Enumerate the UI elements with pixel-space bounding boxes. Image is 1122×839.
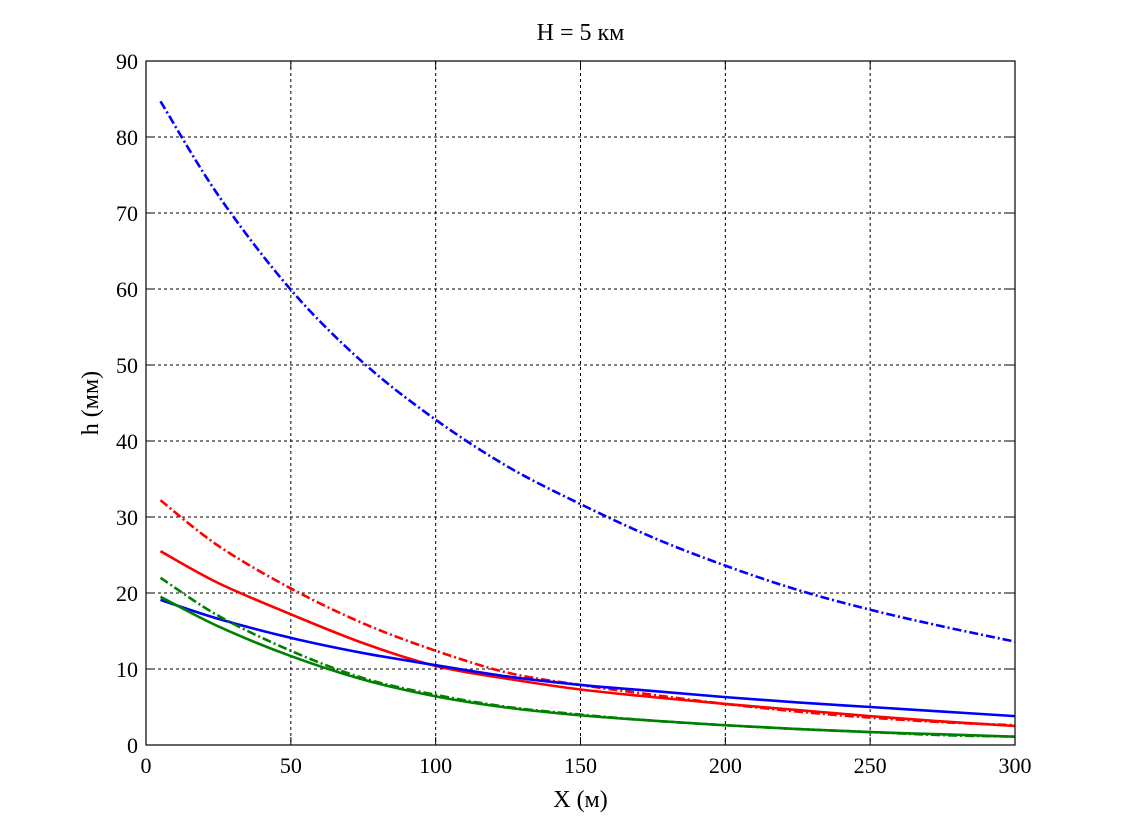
x-tick-label: 50 bbox=[280, 753, 302, 778]
x-tick-label: 200 bbox=[709, 753, 742, 778]
y-tick-label: 90 bbox=[116, 49, 138, 74]
x-tick-label: 250 bbox=[854, 753, 887, 778]
series-line-3 bbox=[159, 550, 1016, 728]
series-line-4 bbox=[160, 598, 1016, 718]
x-tick-label: 300 bbox=[999, 753, 1032, 778]
y-tick-label: 0 bbox=[127, 733, 138, 758]
y-tick-label: 20 bbox=[116, 581, 138, 606]
y-tick-label: 70 bbox=[116, 201, 138, 226]
grid-lines bbox=[146, 61, 1015, 745]
series-line-1 bbox=[159, 100, 1016, 643]
series-group bbox=[159, 100, 1016, 738]
series-line-5 bbox=[159, 576, 1016, 738]
tick-labels: 0 50 100 150 200 250 300 0 10 20 30 40 50 60 70 80 90 bbox=[116, 49, 1032, 778]
x-axis-label: X (м) bbox=[553, 787, 608, 813]
y-tick-label: 10 bbox=[116, 657, 138, 682]
x-tick-label: 100 bbox=[419, 753, 452, 778]
y-tick-label: 30 bbox=[116, 505, 138, 530]
y-tick-label: 80 bbox=[116, 125, 138, 150]
x-tick-label: 150 bbox=[564, 753, 597, 778]
y-axis-label: h (мм) bbox=[78, 371, 104, 435]
y-tick-label: 60 bbox=[116, 277, 138, 302]
series-line-6 bbox=[159, 595, 1016, 738]
y-tick-label: 50 bbox=[116, 353, 138, 378]
chart-title: H = 5 км bbox=[537, 20, 625, 46]
y-tick-label: 40 bbox=[116, 429, 138, 454]
x-tick-label: 0 bbox=[141, 753, 152, 778]
axis-ticks bbox=[145, 60, 1016, 746]
